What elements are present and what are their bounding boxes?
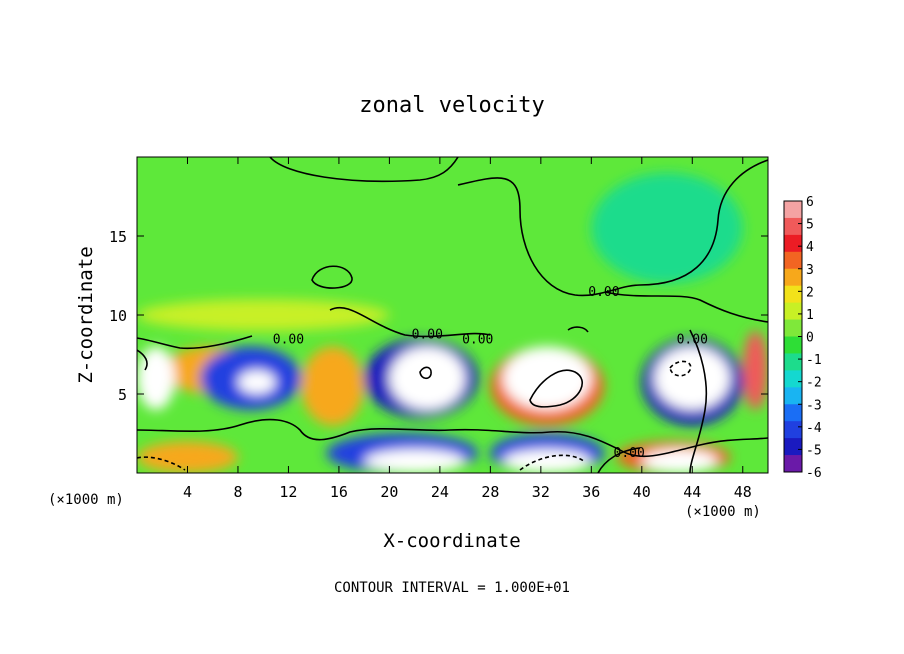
colorbar-swatch (784, 285, 802, 304)
colorbar-tick-label: -5 (806, 443, 822, 458)
colorbar-tick-label: -2 (806, 376, 822, 391)
heat-cell (364, 449, 466, 473)
contour-label: 0.00 (614, 446, 645, 461)
heat-cell (137, 441, 238, 473)
colorbar-tick-label: 6 (806, 195, 814, 210)
contour-line (669, 360, 692, 377)
x-tick-label: 12 (279, 483, 297, 501)
heat-cell (742, 330, 768, 410)
colorbar-tick-label: 5 (806, 218, 814, 233)
colorbar-tick-label: 4 (806, 240, 814, 255)
colorbar-tick-label: -3 (806, 398, 822, 413)
colorbar-tick-label: 0 (806, 331, 814, 346)
colorbar-tick-label: 3 (806, 263, 814, 278)
heat-cell (591, 172, 743, 284)
x-tick-label: 40 (633, 483, 651, 501)
colorbar-tick-label: -4 (806, 421, 822, 436)
contour-line (269, 157, 459, 183)
x-tick-label: 8 (233, 483, 242, 501)
contour-line (329, 307, 491, 338)
contour-label: 0.00 (462, 332, 493, 347)
heat-cell (137, 299, 390, 331)
colorbar-tick-label: -6 (806, 466, 822, 481)
colorbar-swatch (784, 302, 802, 321)
x-tick-label: 32 (532, 483, 550, 501)
colorbar-tick-label: -1 (806, 353, 822, 368)
heat-cell (237, 370, 276, 394)
contour-line (567, 326, 589, 333)
colorbar-swatch (784, 251, 802, 270)
x-tick-label: 28 (481, 483, 499, 501)
contour-line (597, 447, 641, 473)
colorbar-swatch (784, 234, 802, 253)
colorbar-swatch (784, 370, 802, 388)
x-axis-label: X-coordinate (383, 530, 520, 552)
contour-label: 0.00 (273, 332, 304, 347)
heat-cell (137, 346, 175, 410)
heat-cell (641, 449, 718, 473)
contour-line (137, 456, 186, 471)
y-tick-label: 15 (109, 228, 127, 246)
plot-area: 0.00 0.00 0.00 0.00 0.00 0.00 (136, 156, 769, 474)
x-unit-right: (×1000 m) (685, 504, 761, 520)
x-tick-label: 44 (683, 483, 701, 501)
y-tick-label: 5 (118, 386, 127, 404)
x-unit-left: (×1000 m) (48, 492, 124, 508)
colorbar-swatch (784, 404, 802, 422)
colorbar-tick-label: 1 (806, 308, 814, 323)
colorbar-swatch (784, 421, 802, 439)
contour-line (137, 335, 253, 350)
heat-cell (654, 346, 731, 410)
contour-line (604, 291, 768, 323)
colorbar-swatch (784, 319, 802, 337)
contour-line (689, 329, 708, 473)
x-tick-label: 4 (183, 483, 192, 501)
colorbar-swatch (784, 217, 802, 236)
y-axis-label: Z-coordinate (75, 246, 97, 383)
colorbar-swatch (784, 268, 802, 287)
heat-cell (301, 346, 365, 426)
contour-line (419, 366, 432, 380)
colorbar-swatch (784, 336, 802, 354)
x-tick-label: 16 (330, 483, 348, 501)
contour-label: 0.00 (412, 328, 443, 343)
contour-line (519, 454, 586, 471)
contour-line (137, 349, 148, 371)
heat-cell (502, 449, 592, 473)
contour-line (137, 418, 768, 458)
footer-note: CONTOUR INTERVAL = 1.000E+01 (334, 580, 570, 596)
colorbar-swatch (784, 201, 802, 219)
colorbar: 6 5 4 3 2 1 0 -1 -2 -3 -4 -5 -6 (783, 195, 822, 481)
colorbar-tick-label: 2 (806, 285, 814, 300)
x-tick-label: 24 (431, 483, 449, 501)
contour-label: 0.00 (588, 285, 619, 300)
colorbar-swatch (784, 438, 802, 456)
colorbar-swatch (784, 353, 802, 371)
contour-line (457, 159, 768, 297)
contour-line (311, 265, 353, 289)
x-tick-label: 20 (380, 483, 398, 501)
colorbar-swatch (784, 387, 802, 405)
chart-title: zonal velocity (359, 93, 544, 118)
colorbar-swatch (784, 455, 802, 473)
contour-label: 0.00 (677, 332, 708, 347)
x-tick-label: 48 (734, 483, 752, 501)
contour-line (529, 369, 583, 408)
y-tick-label: 10 (109, 307, 127, 325)
x-tick-label: 36 (582, 483, 600, 501)
